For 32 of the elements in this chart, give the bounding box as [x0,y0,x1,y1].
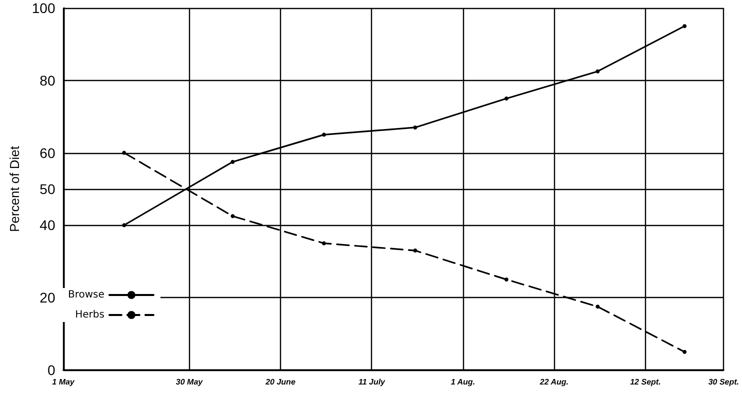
point [682,24,687,28]
y-tick-label: 50 [40,181,56,197]
x-tick-label: 12 Sept. [630,378,661,386]
legend-label: Herbs [75,310,104,320]
y-tick-label: 0 [47,362,56,378]
y-tick-label: 60 [40,144,56,161]
y-tick-label: 20 [40,290,56,306]
point [413,125,418,130]
point [322,241,326,246]
legend-label: Browse [68,290,104,300]
point [122,223,126,228]
point [504,96,508,100]
y-tick-label: 80 [40,72,56,88]
y-tick-label: 100 [32,0,56,16]
x-tick-label: 22 Aug. [538,378,569,386]
x-tick-label: 30 May [176,378,204,386]
point [504,278,508,282]
x-tick-label: 1 Aug. [450,378,476,386]
point [413,248,418,253]
point [682,350,687,354]
y-axis-title: Percent of Diet [7,146,22,232]
y-tick-label: 40 [40,217,56,234]
point [322,132,326,137]
point [122,150,126,155]
x-tick-label: 30 Sept. [708,378,740,386]
point [230,214,235,218]
x-tick-label: 11 July [358,378,386,386]
point [230,160,235,164]
point [596,69,600,74]
point [596,304,600,309]
x-tick-label: 20 June [264,378,296,386]
x-tick-label: 1 May [52,378,75,386]
